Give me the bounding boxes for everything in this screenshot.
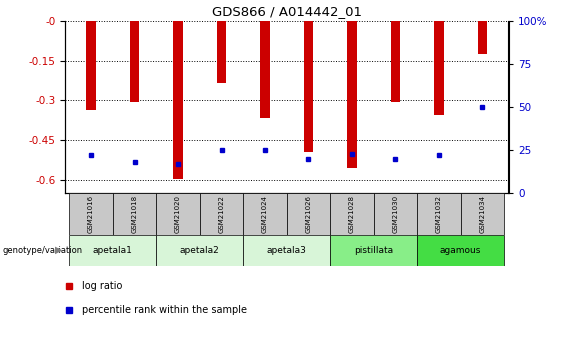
Bar: [217, 21, 227, 83]
Bar: [69, 235, 157, 266]
Bar: [244, 235, 330, 266]
Text: apetala1: apetala1: [93, 246, 133, 255]
Bar: [330, 193, 373, 235]
Text: GSM21030: GSM21030: [393, 195, 398, 233]
Bar: [417, 235, 504, 266]
Text: GSM21024: GSM21024: [262, 195, 268, 233]
Bar: [173, 21, 183, 179]
Bar: [200, 193, 244, 235]
Bar: [304, 21, 313, 152]
Bar: [157, 193, 200, 235]
Text: GSM21026: GSM21026: [306, 195, 311, 233]
Bar: [477, 21, 487, 54]
Bar: [86, 21, 96, 110]
Bar: [460, 193, 504, 235]
Text: genotype/variation: genotype/variation: [3, 246, 83, 255]
Bar: [130, 21, 140, 102]
Text: log ratio: log ratio: [82, 281, 122, 291]
Text: GSM21022: GSM21022: [219, 195, 224, 233]
Text: GSM21028: GSM21028: [349, 195, 355, 233]
Text: GSM21020: GSM21020: [175, 195, 181, 233]
Text: ▶: ▶: [55, 245, 62, 255]
Text: GSM21032: GSM21032: [436, 195, 442, 233]
Text: GSM21034: GSM21034: [480, 195, 485, 233]
Bar: [330, 235, 417, 266]
Text: GSM21016: GSM21016: [88, 195, 94, 233]
Bar: [347, 21, 357, 168]
Text: percentile rank within the sample: percentile rank within the sample: [82, 305, 247, 315]
Bar: [434, 21, 444, 115]
Bar: [390, 21, 400, 102]
Text: apetala3: apetala3: [267, 246, 307, 255]
Bar: [157, 235, 244, 266]
Bar: [260, 21, 270, 118]
Bar: [113, 193, 157, 235]
Text: agamous: agamous: [440, 246, 481, 255]
Title: GDS866 / A014442_01: GDS866 / A014442_01: [212, 5, 362, 18]
Text: GSM21018: GSM21018: [132, 195, 137, 233]
Text: apetala2: apetala2: [180, 246, 220, 255]
Bar: [69, 193, 113, 235]
Bar: [244, 193, 287, 235]
Bar: [373, 193, 417, 235]
Text: pistillata: pistillata: [354, 246, 393, 255]
Bar: [417, 193, 460, 235]
Bar: [287, 193, 330, 235]
